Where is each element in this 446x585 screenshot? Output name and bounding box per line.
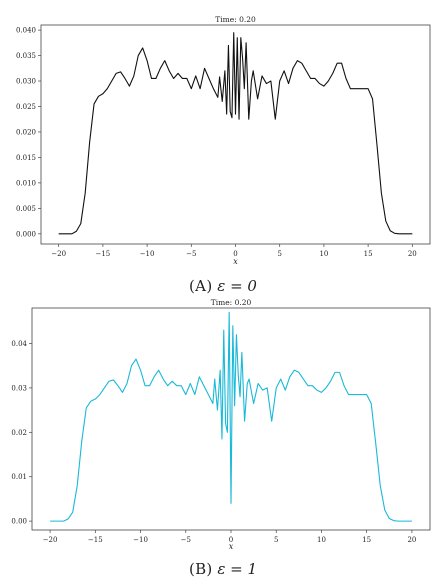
x-tick-label: −10 [140, 250, 155, 258]
y-tick-label: 0.015 [16, 154, 36, 162]
caption-b: (B) ε = 1 [0, 560, 446, 578]
y-tick-label: 0.01 [11, 473, 27, 481]
chart-title: Time: 0.20 [211, 298, 252, 307]
y-tick-label: 0.030 [16, 78, 36, 86]
y-tick-label: 0.03 [11, 384, 27, 392]
x-tick-label: 15 [362, 536, 371, 544]
series-line [50, 311, 412, 522]
caption-a-math: ε = 0 [217, 277, 257, 295]
x-tick-label: 0 [233, 250, 237, 258]
x-axis-label: x [229, 542, 234, 551]
y-tick-label: 0.035 [16, 52, 36, 60]
y-tick-label: 0.00 [11, 518, 27, 526]
x-tick-label: 20 [407, 536, 416, 544]
x-tick-label: 10 [319, 250, 328, 258]
panel-b-chart: Time: 0.20 −20 −15 −10 −5 0 5 10 15 20 0.00 0.01 0.0… [11, 298, 431, 551]
y-tick-label: 0.04 [11, 340, 27, 348]
x-tick-label: −15 [88, 536, 103, 544]
caption-b-label: (B) [188, 560, 213, 578]
x-tick-label: −20 [43, 536, 58, 544]
y-tick-label: 0.02 [11, 429, 27, 437]
series-line [58, 32, 413, 235]
x-tick-label: −15 [95, 250, 110, 258]
x-tick-label: −5 [181, 536, 191, 544]
y-tick-label: 0.000 [16, 230, 36, 238]
y-tick-label: 0.005 [16, 205, 36, 213]
x-tick-label: 15 [364, 250, 373, 258]
caption-a-label: (A) [189, 277, 213, 295]
x-tick-label: 0 [229, 536, 233, 544]
caption-b-math: ε = 1 [217, 560, 258, 578]
panel-a-chart: Time: 0.20 −20 −15 −10 −5 0 5 10 15 20 0.000 0.005 0… [16, 15, 431, 266]
plot-frame [40, 24, 431, 245]
chart-title: Time: 0.20 [215, 15, 256, 24]
y-tick-label: 0.020 [16, 128, 36, 136]
x-tick-label: 10 [317, 536, 326, 544]
x-tick-label: 5 [277, 250, 281, 258]
x-tick-label: 20 [408, 250, 417, 258]
caption-a: (A) ε = 0 [0, 277, 446, 295]
y-tick-label: 0.010 [16, 179, 36, 187]
x-tick-label: −20 [51, 250, 66, 258]
x-tick-label: −5 [186, 250, 196, 258]
x-tick-label: −10 [133, 536, 148, 544]
x-axis-label: x [233, 257, 238, 266]
y-tick-label: 0.025 [16, 103, 36, 111]
x-tick-label: 5 [274, 536, 278, 544]
y-tick-label: 0.040 [16, 27, 36, 35]
